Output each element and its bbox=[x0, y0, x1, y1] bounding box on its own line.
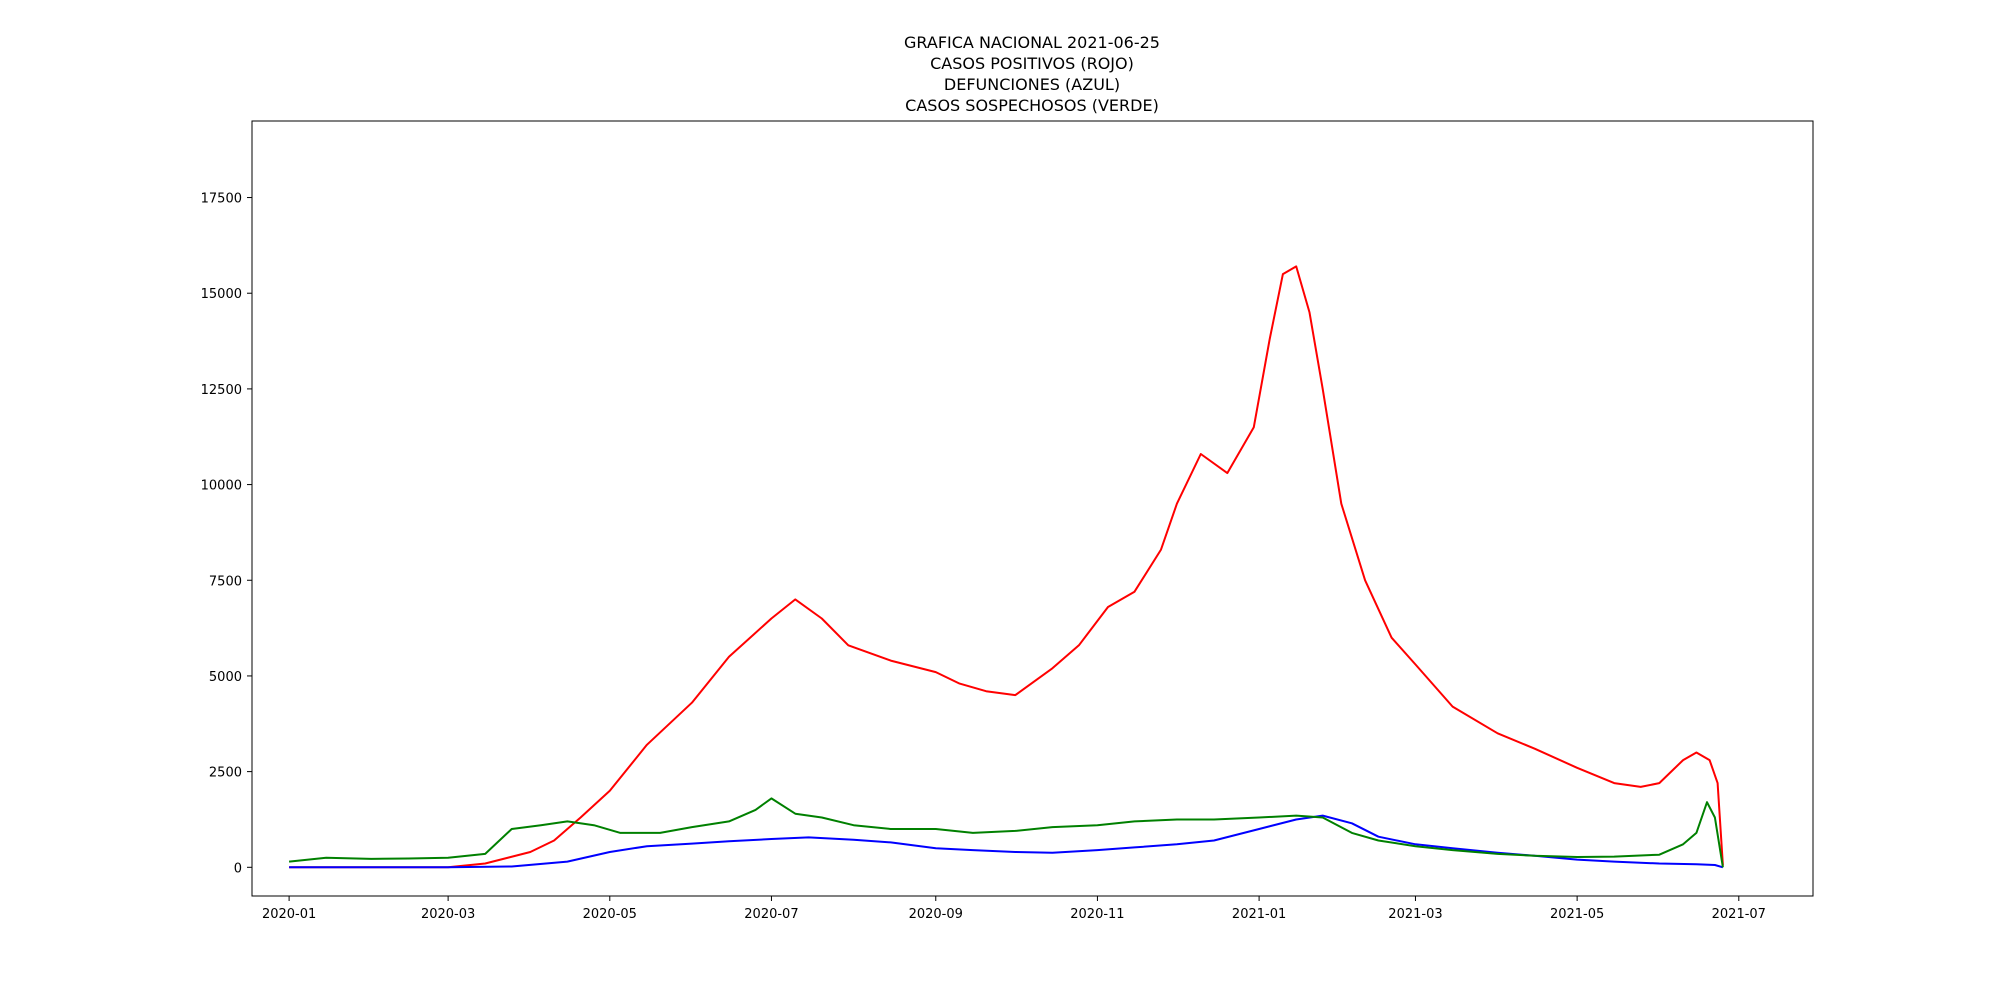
chart-title: GRAFICA NACIONAL 2021-06-25 CASOS POSITI… bbox=[904, 33, 1160, 115]
x-tick-label: 2021-05 bbox=[1550, 907, 1604, 922]
series-line-1 bbox=[289, 265, 1724, 869]
x-tick-label: 2020-01 bbox=[262, 907, 316, 922]
x-tick-label: 2020-05 bbox=[583, 907, 637, 922]
x-tick-label: 2020-09 bbox=[909, 907, 963, 922]
x-tick-label: 2021-03 bbox=[1388, 907, 1442, 922]
series-layer bbox=[288, 265, 1724, 869]
x-tick-label: 2020-07 bbox=[744, 907, 798, 922]
plot-frame bbox=[251, 120, 1814, 897]
y-tick-label: 0 bbox=[234, 861, 242, 876]
x-tick-label: 2020-11 bbox=[1070, 907, 1124, 922]
title-line-3: DEFUNCIONES (AZUL) bbox=[944, 75, 1120, 94]
y-tick-label: 10000 bbox=[201, 479, 242, 494]
x-tick-label: 2020-03 bbox=[421, 907, 475, 922]
y-tick-label: 2500 bbox=[209, 766, 242, 781]
title-line-1: GRAFICA NACIONAL 2021-06-25 bbox=[904, 33, 1160, 52]
title-line-4: CASOS SOSPECHOSOS (VERDE) bbox=[905, 96, 1159, 115]
y-tick-label: 15000 bbox=[201, 287, 242, 302]
y-tick-label: 7500 bbox=[209, 574, 242, 589]
y-tick-label: 5000 bbox=[209, 670, 242, 685]
x-tick-label: 2021-01 bbox=[1232, 907, 1286, 922]
x-tick-label: 2021-07 bbox=[1712, 907, 1766, 922]
y-tick-label: 12500 bbox=[201, 383, 242, 398]
title-line-2: CASOS POSITIVOS (ROJO) bbox=[930, 54, 1134, 73]
y-tick-label: 17500 bbox=[201, 192, 242, 207]
series-line-3 bbox=[288, 797, 1724, 868]
y-axis: 0 2500 5000 7500 10000 12500 15000 17500 bbox=[201, 192, 252, 876]
x-axis: 2020-01 2020-03 2020-05 2020-07 2020-09 2020-… bbox=[262, 896, 1766, 922]
